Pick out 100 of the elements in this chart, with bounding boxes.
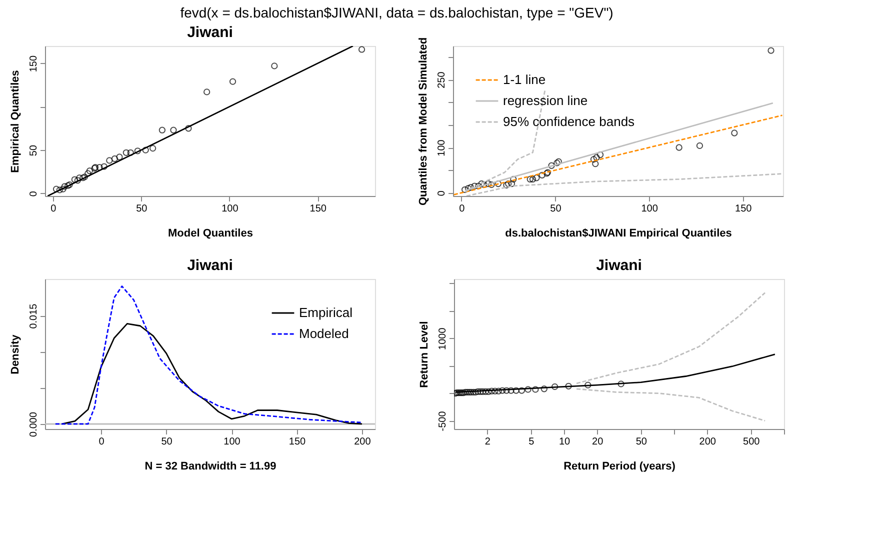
- point: [508, 180, 516, 188]
- x-tick-label: 200: [354, 436, 372, 448]
- y-axis-title: Quantiles from Model Simulated: [418, 37, 430, 206]
- point: [76, 174, 83, 182]
- point: [111, 155, 118, 162]
- point: [488, 181, 495, 188]
- x-tick-label: 2: [484, 436, 491, 448]
- point: [590, 156, 598, 163]
- y-tick-label: 0.015: [28, 303, 40, 329]
- point: [592, 160, 599, 168]
- point: [676, 144, 682, 151]
- point: [158, 126, 166, 134]
- point: [480, 181, 488, 188]
- x-tick-label: 150: [735, 204, 752, 214]
- chart-title: Jiwani: [187, 257, 233, 274]
- line-series: [54, 286, 363, 425]
- point: [494, 180, 502, 188]
- point: [86, 168, 93, 174]
- point: [503, 182, 510, 188]
- x-tick-label: 50: [550, 204, 562, 214]
- legend-label: regression line: [503, 93, 588, 108]
- x-tick-label: 50: [136, 204, 148, 214]
- y-tick-label: 0: [28, 190, 40, 197]
- point: [461, 186, 468, 193]
- x-axis-title: N = 32 Bandwidth = 11.99: [144, 460, 276, 472]
- y-tick-label: 1000: [438, 327, 448, 350]
- point: [149, 144, 156, 152]
- point: [478, 180, 485, 188]
- point: [505, 180, 512, 188]
- legend-label: Empirical: [299, 305, 353, 320]
- y-axis-title: Empirical Quantiles: [10, 70, 22, 173]
- legend-label: Modeled: [299, 326, 349, 341]
- point: [84, 170, 92, 177]
- point: [475, 182, 482, 190]
- point: [593, 154, 600, 161]
- point: [74, 177, 81, 184]
- y-tick-label: 0.000: [28, 412, 40, 437]
- x-tick-label: 50: [161, 436, 173, 448]
- point: [52, 186, 60, 192]
- point: [127, 149, 134, 156]
- x-tick-label: 5: [528, 436, 535, 448]
- x-tick-label: 200: [699, 436, 716, 448]
- point: [464, 184, 472, 192]
- point: [471, 182, 478, 190]
- y-axis-title: Density: [10, 334, 22, 374]
- point: [467, 184, 474, 191]
- x-tick-label: 500: [743, 436, 760, 448]
- x-axis-title: Return Period (years): [564, 460, 676, 472]
- x-tick-label: 150: [288, 436, 306, 448]
- point: [122, 149, 130, 156]
- point: [61, 183, 68, 190]
- point: [96, 164, 103, 171]
- y-tick-label: 150: [28, 55, 40, 72]
- x-axis-title: Model Quantiles: [168, 228, 253, 240]
- point: [106, 157, 113, 164]
- text: fevd(x = ds.balochistan$JIWANI, data = ds.balochistan, type = "GEV"): [180, 4, 614, 20]
- point: [526, 176, 534, 183]
- y-axis-title: Return Level: [418, 321, 430, 388]
- x-tick-label: 100: [224, 436, 241, 448]
- y-tick-label: 250: [436, 71, 448, 88]
- point: [134, 148, 141, 154]
- point: [271, 62, 278, 70]
- point: [142, 146, 149, 154]
- y-tick-label: 0: [436, 190, 448, 196]
- x-tick-label: 150: [310, 204, 327, 214]
- y-tick-label: 50: [28, 144, 40, 156]
- x-tick-label: 50: [636, 436, 648, 448]
- point: [56, 186, 63, 194]
- point: [529, 176, 536, 183]
- chart-title: Jiwani: [596, 257, 642, 274]
- point: [80, 174, 86, 182]
- point: [510, 176, 517, 183]
- point: [170, 126, 177, 134]
- point: [203, 88, 210, 96]
- line-series: [61, 323, 363, 425]
- y-tick-label: -500: [438, 410, 448, 432]
- point: [81, 174, 88, 180]
- legend-label: 1-1 line: [503, 72, 546, 87]
- point: [731, 130, 738, 136]
- point: [185, 125, 192, 132]
- x-tick-label: 100: [641, 204, 658, 214]
- point: [71, 176, 78, 183]
- point: [60, 186, 66, 192]
- line-series: [466, 173, 783, 196]
- legend-label: 95% confidence bands: [503, 114, 636, 129]
- x-tick-label: 0: [459, 204, 466, 214]
- point: [696, 142, 704, 150]
- point: [548, 162, 555, 169]
- point: [533, 174, 540, 182]
- point: [538, 172, 546, 178]
- point: [358, 46, 366, 53]
- x-axis-title: ds.balochistan$JIWANI Empirical Quantiles: [505, 228, 732, 240]
- point: [768, 47, 774, 54]
- point: [116, 154, 123, 160]
- x-tick-label: 0: [98, 436, 105, 448]
- x-tick-label: 10: [558, 436, 570, 448]
- point: [484, 180, 492, 188]
- x-tick-label: 0: [50, 204, 57, 214]
- chart-title: Jiwani: [187, 24, 233, 41]
- point: [229, 78, 236, 85]
